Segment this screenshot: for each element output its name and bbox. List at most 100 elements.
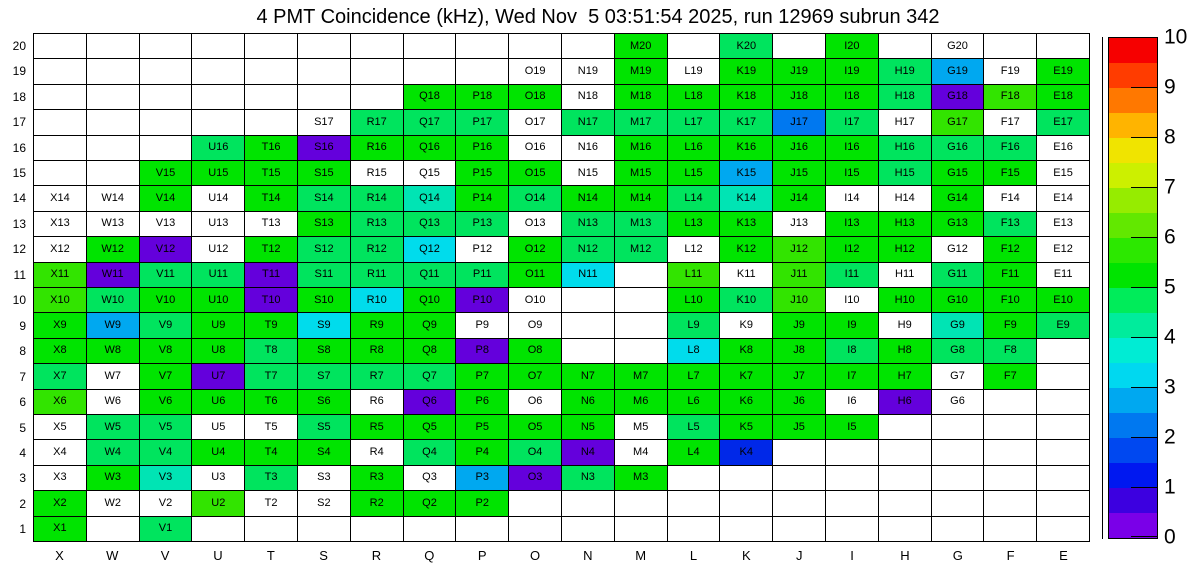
grid-cell: W13 xyxy=(86,211,139,237)
grid-cell: V13 xyxy=(139,211,192,237)
grid-cell: K13 xyxy=(720,211,773,237)
grid-cell: T7 xyxy=(245,364,297,389)
grid-cell: J13 xyxy=(773,211,825,237)
grid-cell xyxy=(1037,338,1089,364)
grid-cell: V15 xyxy=(139,160,192,186)
grid-cell: X8 xyxy=(34,338,86,364)
grid-cell xyxy=(86,110,139,135)
grid-cell: P5 xyxy=(456,414,509,440)
grid-cell: K19 xyxy=(720,59,773,84)
grid-cell: F15 xyxy=(984,160,1037,186)
grid-cell: V1 xyxy=(139,516,192,541)
grid-cell: W7 xyxy=(86,364,139,389)
grid-cell: M18 xyxy=(614,84,667,110)
grid-cell: I11 xyxy=(825,262,878,287)
y-axis-label: 18 xyxy=(12,89,26,104)
grid-cell: K11 xyxy=(720,262,773,287)
grid-cell: T16 xyxy=(245,135,297,160)
grid-cell: L9 xyxy=(667,313,720,338)
grid-cell: O4 xyxy=(509,440,561,465)
grid-cell: X14 xyxy=(34,186,86,211)
grid-cell xyxy=(878,491,931,516)
grid-cell: F14 xyxy=(984,186,1037,211)
grid-cell: W14 xyxy=(86,186,139,211)
grid-cell: M20 xyxy=(614,34,667,59)
grid-cell: N13 xyxy=(561,211,614,237)
grid-cell xyxy=(34,135,86,160)
colorbar-band xyxy=(1109,213,1157,238)
grid-cell: O12 xyxy=(509,237,561,262)
x-axis-label: I xyxy=(850,548,854,563)
grid-cell: N4 xyxy=(561,440,614,465)
grid-cell: G20 xyxy=(931,34,984,59)
grid-cell: K14 xyxy=(720,186,773,211)
grid-cell: X6 xyxy=(34,389,86,414)
colorbar-tick xyxy=(1131,187,1157,188)
grid-cell: F17 xyxy=(984,110,1037,135)
grid-cell xyxy=(350,34,403,59)
grid-cell: R2 xyxy=(350,491,403,516)
grid-cell: X7 xyxy=(34,364,86,389)
grid-cell: U12 xyxy=(192,237,245,262)
grid-cell xyxy=(614,287,667,313)
grid-cell: V4 xyxy=(139,440,192,465)
grid-cell: S7 xyxy=(297,364,350,389)
grid-cell: W6 xyxy=(86,389,139,414)
grid-cell xyxy=(509,491,561,516)
grid-cell xyxy=(192,84,245,110)
grid-cell: U11 xyxy=(192,262,245,287)
grid-cell: I13 xyxy=(825,211,878,237)
colorbar-tick-label: 5 xyxy=(1164,275,1176,299)
grid-cell: U10 xyxy=(192,287,245,313)
x-axis-label: L xyxy=(689,548,698,563)
grid-cell: O16 xyxy=(509,135,561,160)
grid-cell: H10 xyxy=(878,287,931,313)
grid-cell xyxy=(931,465,984,491)
grid-cell: J6 xyxy=(773,389,825,414)
grid-cell: T8 xyxy=(245,338,297,364)
grid-cell: K12 xyxy=(720,237,773,262)
grid-cell: R5 xyxy=(350,414,403,440)
grid-cell: O8 xyxy=(509,338,561,364)
grid-cell: K7 xyxy=(720,364,773,389)
grid-cell xyxy=(139,110,192,135)
grid-cell: M16 xyxy=(614,135,667,160)
grid-cell: M7 xyxy=(614,364,667,389)
grid-cell: N19 xyxy=(561,59,614,84)
grid-cell: T6 xyxy=(245,389,297,414)
grid-cell: P2 xyxy=(456,491,509,516)
grid-cell: T4 xyxy=(245,440,297,465)
grid-cell: T3 xyxy=(245,465,297,491)
x-axis-label: E xyxy=(1059,548,1068,563)
y-axis-label: 9 xyxy=(19,318,26,333)
grid-cell: F10 xyxy=(984,287,1037,313)
x-axis-label: T xyxy=(266,548,275,563)
grid-cell: S13 xyxy=(297,211,350,237)
grid-cell: Q11 xyxy=(403,262,456,287)
grid-cell: I12 xyxy=(825,237,878,262)
colorbar xyxy=(1108,37,1158,539)
grid-cell: T13 xyxy=(245,211,297,237)
colorbar-band xyxy=(1109,188,1157,213)
colorbar-tick-label: 6 xyxy=(1164,225,1176,249)
grid-cell: V3 xyxy=(139,465,192,491)
colorbar-band xyxy=(1109,63,1157,88)
grid-cell: W10 xyxy=(86,287,139,313)
grid-cell xyxy=(984,491,1037,516)
grid-cell xyxy=(1037,465,1089,491)
grid-cell: H8 xyxy=(878,338,931,364)
colorbar-tick-label: 1 xyxy=(1164,475,1176,499)
y-axis-label: 16 xyxy=(12,140,26,155)
grid-cell: I20 xyxy=(825,34,878,59)
grid-cell: J15 xyxy=(773,160,825,186)
y-axis-label: 10 xyxy=(12,293,26,308)
grid-cell: U8 xyxy=(192,338,245,364)
grid-cell xyxy=(878,516,931,541)
grid-cell: S11 xyxy=(297,262,350,287)
grid-cell: U7 xyxy=(192,364,245,389)
grid-cell: P16 xyxy=(456,135,509,160)
grid-cell: S5 xyxy=(297,414,350,440)
grid-cell: J14 xyxy=(773,186,825,211)
grid-cell: Q13 xyxy=(403,211,456,237)
grid-cell: H13 xyxy=(878,211,931,237)
